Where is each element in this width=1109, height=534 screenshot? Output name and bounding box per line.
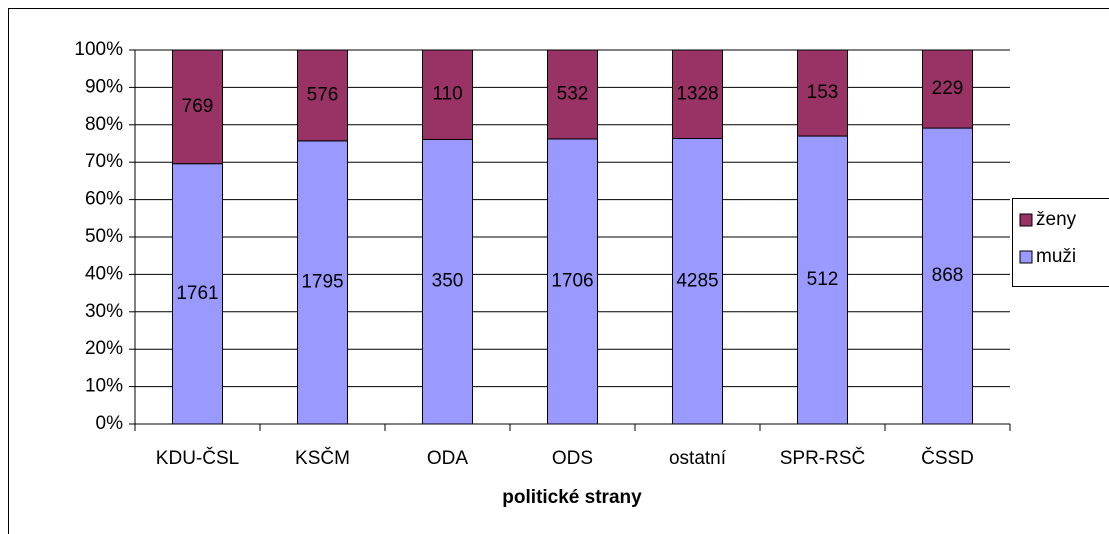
legend-label: muži [1036,246,1076,267]
bar-segment [672,137,723,425]
bar-segment [922,49,973,129]
data-label: 769 [182,96,214,117]
data-label: 868 [932,265,964,286]
data-label: 229 [932,78,964,99]
y-tick-label: 10% [85,376,123,397]
data-label: 350 [432,271,464,292]
x-tick-label: ostatní [669,448,727,469]
bar-segment [422,138,473,425]
y-tick-label: 80% [85,114,123,135]
legend-label: ženy [1036,209,1077,230]
data-label: 576 [307,84,339,105]
y-tick-label: 20% [85,338,123,359]
y-tick-label: 60% [85,189,123,210]
x-tick-label: KSČM [295,447,350,469]
bar-segment [797,135,848,425]
bar-segment [547,49,598,140]
bar-segment [297,140,348,425]
data-label: 4285 [676,270,718,291]
y-tick-label: 30% [85,301,123,322]
legend-swatch [1019,213,1033,227]
bar-segment [547,138,598,425]
data-label: 153 [807,82,839,103]
y-tick-label: 100% [74,39,123,60]
bar-segment [297,49,348,142]
y-tick-label: 70% [85,151,123,172]
bar-segment [672,49,723,139]
y-tick-label: 50% [85,226,123,247]
data-label: 1761 [176,283,218,304]
x-tick-label: KDU-ČSL [156,447,239,469]
data-label: 110 [432,84,462,105]
data-label: 512 [807,269,839,290]
data-label: 1795 [301,271,343,292]
bar-segment [797,49,848,137]
bar-segment [422,49,473,140]
data-label: 532 [557,83,589,104]
y-tick-label: 40% [85,263,123,284]
x-tick-label: ČSSD [921,447,974,469]
legend-box [1012,198,1109,287]
x-axis-title: politické strany [502,487,642,508]
x-tick-label: SPR-RSČ [780,447,866,469]
bar-segment [172,49,223,165]
y-tick-label: 0% [96,413,124,434]
bar-segment [922,127,973,425]
legend-swatch [1019,250,1033,264]
y-tick-label: 90% [85,76,123,97]
x-tick-label: ODS [552,448,593,469]
data-label: 1706 [551,270,593,291]
bar-segment [172,163,223,425]
x-tick-label: ODA [427,448,469,469]
data-label: 1328 [676,83,718,104]
